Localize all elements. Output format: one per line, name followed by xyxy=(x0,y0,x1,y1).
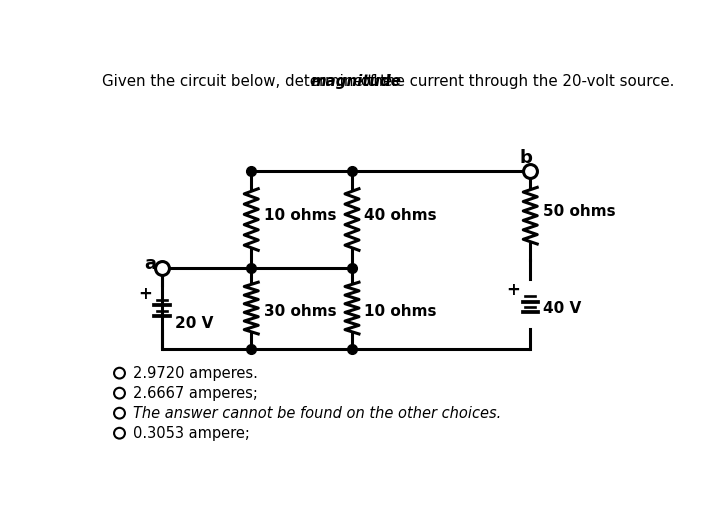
Text: +: + xyxy=(506,281,520,299)
Text: 20 V: 20 V xyxy=(175,316,213,331)
Text: 40 V: 40 V xyxy=(542,301,581,315)
Text: Given the circuit below, determine the: Given the circuit below, determine the xyxy=(103,74,397,90)
Circle shape xyxy=(114,428,125,439)
Text: b: b xyxy=(520,149,533,167)
Text: magnitude: magnitude xyxy=(310,74,401,90)
Text: of the current through the 20-volt source.: of the current through the 20-volt sourc… xyxy=(356,74,674,90)
Text: 0.3053 ampere;: 0.3053 ampere; xyxy=(133,426,251,441)
Circle shape xyxy=(114,408,125,419)
Text: +: + xyxy=(138,285,152,303)
Text: 2.6667 amperes;: 2.6667 amperes; xyxy=(133,386,258,401)
Text: 30 ohms: 30 ohms xyxy=(263,304,336,320)
Text: 10 ohms: 10 ohms xyxy=(365,304,437,320)
Circle shape xyxy=(114,388,125,399)
Text: 40 ohms: 40 ohms xyxy=(365,208,437,223)
Text: 2.9720 amperes.: 2.9720 amperes. xyxy=(133,366,258,381)
Text: The answer cannot be found on the other choices.: The answer cannot be found on the other … xyxy=(133,405,502,421)
Text: 10 ohms: 10 ohms xyxy=(263,208,336,223)
Circle shape xyxy=(114,368,125,378)
Text: a: a xyxy=(144,255,156,273)
Text: 50 ohms: 50 ohms xyxy=(542,205,615,219)
